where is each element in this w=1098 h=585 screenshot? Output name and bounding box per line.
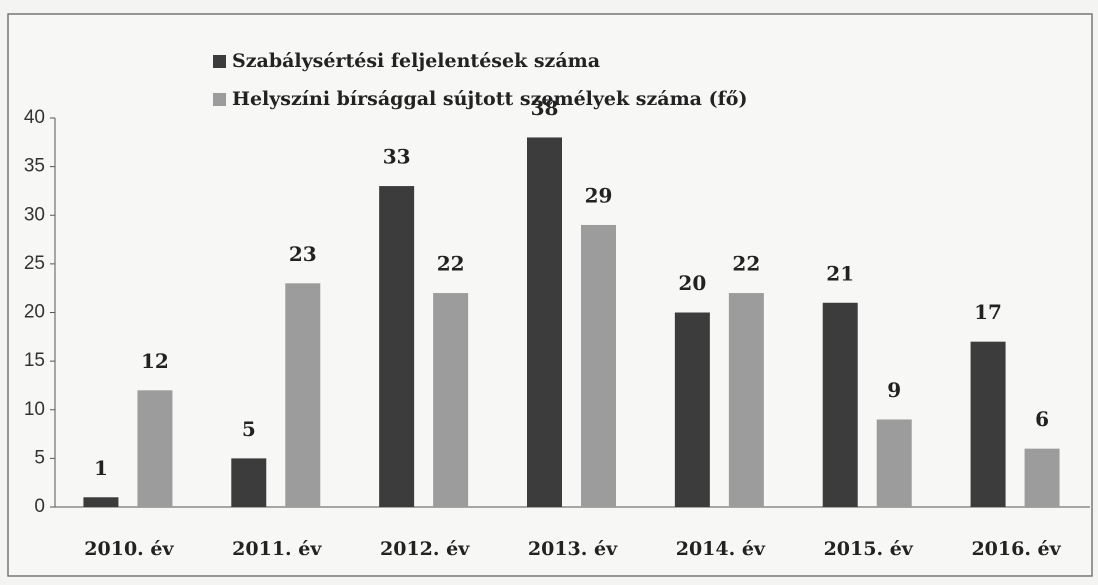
y-tick-label: 40	[24, 107, 45, 128]
bar	[1024, 448, 1060, 507]
x-tick-label: 2010. év	[84, 538, 174, 560]
x-tick-label: 2012. év	[380, 538, 470, 560]
value-label: 23	[289, 242, 317, 266]
y-tick-label: 35	[24, 156, 45, 177]
y-tick-label: 0	[34, 496, 45, 517]
bar	[581, 224, 616, 507]
bar	[970, 341, 1006, 507]
bar	[137, 390, 173, 507]
bar	[83, 497, 119, 507]
y-tick-label: 30	[24, 204, 45, 225]
value-label: 17	[974, 300, 1002, 324]
value-label: 1	[94, 456, 108, 480]
bar	[728, 293, 764, 507]
x-tick-label: 2011. év	[232, 538, 322, 560]
bar	[527, 137, 562, 507]
y-tick-label: 5	[34, 447, 45, 468]
value-label: 20	[678, 271, 706, 295]
legend-label: Szabálysértési feljelentések száma	[232, 50, 600, 72]
y-tick-label: 15	[24, 350, 45, 371]
value-label: 9	[887, 378, 901, 402]
y-tick-label: 20	[24, 302, 45, 323]
bar	[876, 419, 912, 507]
y-tick-label: 25	[24, 253, 45, 274]
value-label: 21	[826, 261, 854, 285]
bar	[231, 458, 267, 507]
value-label: 33	[383, 145, 411, 169]
y-tick-label: 10	[24, 399, 45, 420]
bar	[822, 302, 858, 507]
bar	[379, 186, 415, 507]
bar	[433, 293, 469, 507]
value-label: 5	[242, 417, 256, 441]
bar	[674, 312, 710, 507]
value-label: 6	[1035, 407, 1049, 431]
value-label: 38	[531, 96, 559, 120]
value-label: 22	[732, 252, 760, 276]
value-label: 22	[437, 252, 465, 276]
value-label: 12	[141, 349, 169, 373]
value-label: 29	[585, 183, 613, 207]
legend-label: Helyszíni bírsággal sújtott személyek sz…	[232, 88, 747, 110]
x-tick-label: 2014. év	[676, 538, 766, 560]
x-tick-label: 2016. év	[971, 538, 1061, 560]
legend-swatch	[213, 55, 226, 68]
bar	[285, 283, 321, 507]
x-tick-label: 2013. év	[528, 538, 618, 560]
legend-swatch	[213, 93, 226, 106]
x-tick-label: 2015. év	[824, 538, 914, 560]
